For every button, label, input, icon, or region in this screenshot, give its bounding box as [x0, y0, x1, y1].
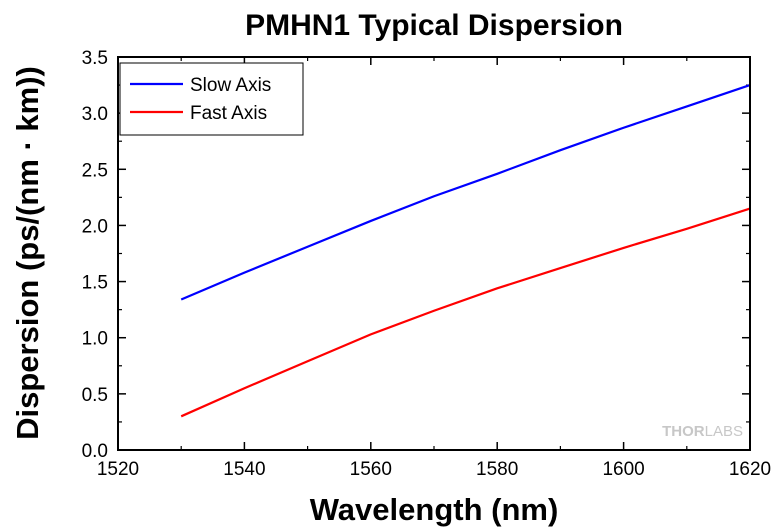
y-axis-title: Dispersion (ps/(nm · km)) [10, 66, 45, 440]
legend-box [119, 62, 304, 136]
chart-title: PMHN1 Typical Dispersion [245, 9, 623, 42]
x-tick-label: 1600 [602, 459, 644, 480]
legend-label-slow-axis: Slow Axis [190, 75, 271, 96]
series-lines [180, 84, 751, 418]
watermark-prefix: THOR [662, 423, 705, 440]
legend-label-fast-axis: Fast Axis [190, 103, 267, 124]
x-tick-label: 1540 [223, 459, 265, 480]
x-axis-title: Wavelength (nm) [310, 492, 559, 527]
x-tick-label: 1580 [476, 459, 518, 480]
y-tick-label: 3.0 [82, 104, 108, 125]
x-tick-label: 1520 [97, 459, 139, 480]
series-line-slow-axis [180, 84, 751, 301]
y-tick-label: 3.5 [82, 48, 108, 69]
series-line-fast-axis [180, 207, 751, 418]
y-tick-label: 2.5 [82, 160, 108, 181]
x-tick-label: 1560 [350, 459, 392, 480]
y-tick-label: 0.0 [82, 441, 108, 462]
y-tick-label: 0.5 [82, 385, 108, 406]
legend: Slow Axis Fast Axis [119, 62, 304, 136]
y-tick-label: 1.0 [82, 329, 108, 350]
plot-frame [117, 56, 751, 451]
y-tick-label: 2.0 [82, 216, 108, 237]
y-tick-label: 1.5 [82, 273, 108, 294]
axis-ticks: 1520 1540 1560 1580 1600 1620 0.0 0.5 1.0 1.5 2.0 2… [82, 48, 772, 480]
watermark-suffix: LABS [705, 423, 743, 440]
thorlabs-watermark: THORLABS [662, 423, 743, 440]
x-tick-label: 1620 [729, 459, 771, 480]
